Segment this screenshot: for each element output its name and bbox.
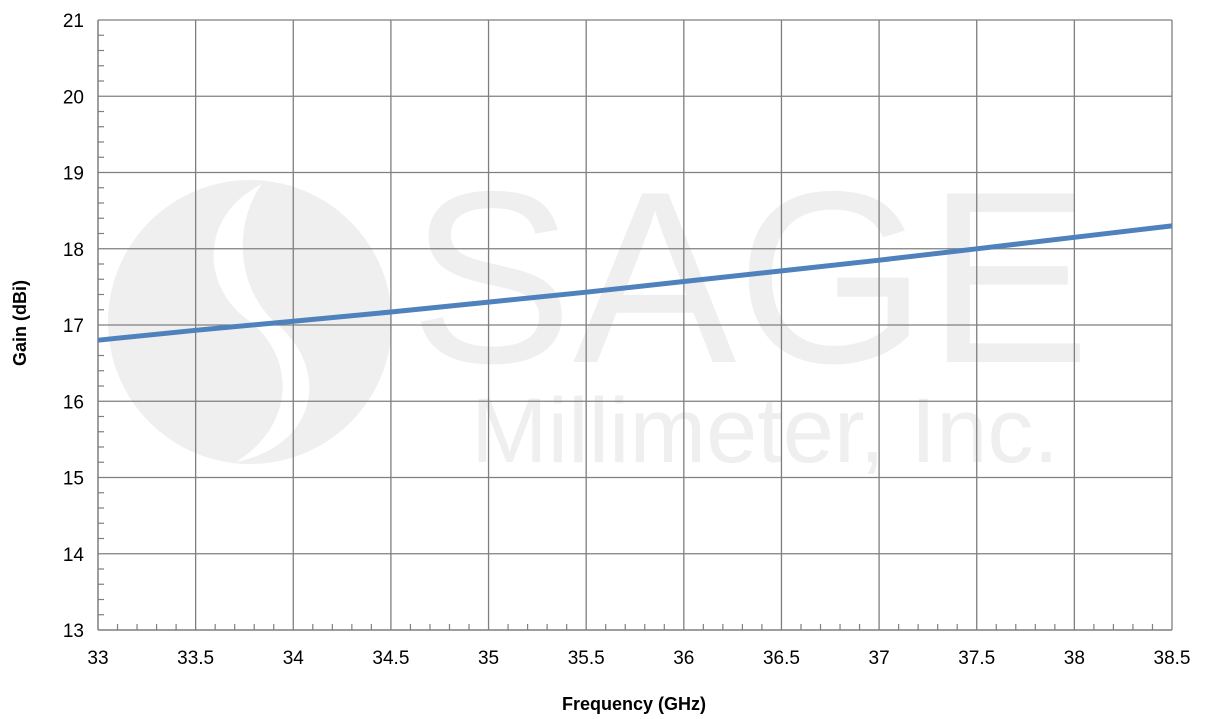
y-tick-label: 19 — [63, 164, 84, 185]
y-tick-label: 14 — [63, 545, 85, 566]
x-tick-label: 36 — [673, 648, 694, 669]
watermark-logo-disc — [108, 180, 392, 464]
x-tick-label: 34.5 — [372, 648, 409, 669]
chart-series-layer — [97, 223, 1173, 343]
x-tick-label: 33 — [87, 648, 108, 669]
y-tick-label: 18 — [63, 240, 84, 261]
x-tick-label: 37 — [869, 648, 890, 669]
x-tick-label: 35.5 — [568, 648, 605, 669]
gain-series-line — [97, 223, 1173, 343]
y-tick-label: 15 — [63, 469, 84, 490]
y-tick-label: 16 — [63, 392, 84, 413]
x-tick-label: 35 — [478, 648, 499, 669]
y-tick-label: 21 — [63, 11, 84, 32]
x-tick-label: 36.5 — [763, 648, 800, 669]
x-tick-label: 34 — [283, 648, 305, 669]
watermark-line2: Millimeter, Inc. — [471, 380, 1059, 482]
chart-gridlines — [98, 19, 1173, 630]
x-axis-tick-labels: 33 33.5 34 34.5 35 35.5 36 36.5 37 37.5 38 38.5 — [87, 648, 1190, 669]
x-tick-label: 38 — [1064, 648, 1085, 669]
chart-axes — [97, 20, 1172, 631]
watermark-logo: SAGE Millimeter, Inc. — [108, 140, 1090, 482]
x-axis-title: Frequency (GHz) — [562, 694, 706, 714]
y-tick-label: 20 — [63, 87, 84, 108]
y-axis-tick-labels: 13 14 15 16 17 18 19 20 21 — [63, 11, 85, 642]
watermark-line1: SAGE — [410, 140, 1091, 414]
y-axis-title: Gain (dBi) — [10, 280, 30, 366]
x-tick-label: 37.5 — [958, 648, 995, 669]
y-tick-label: 13 — [63, 621, 84, 642]
x-tick-label: 38.5 — [1154, 648, 1191, 669]
y-tick-label: 17 — [63, 316, 84, 337]
x-tick-label: 33.5 — [177, 648, 214, 669]
